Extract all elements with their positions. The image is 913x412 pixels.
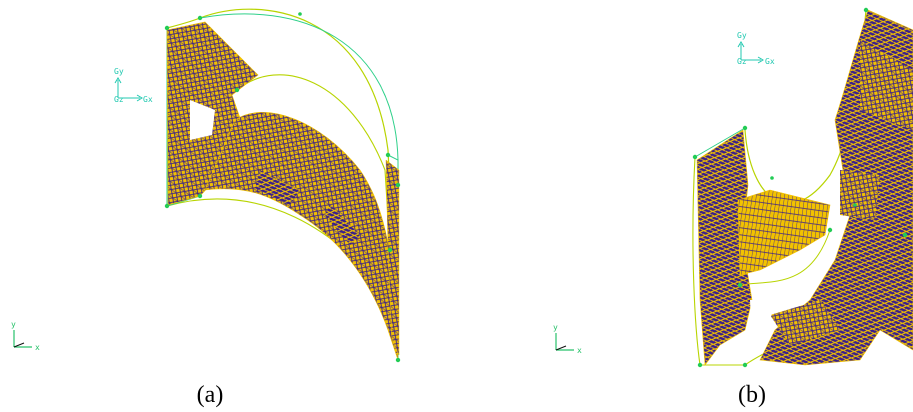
local-axis-y-label: y (11, 320, 16, 329)
axis-z-label: Gz (737, 57, 747, 66)
mesh-region (696, 9, 913, 366)
local-axis-y-label: y (553, 323, 558, 332)
axis-x-label: Gx (143, 95, 153, 104)
mesh-region (166, 21, 400, 361)
panel-a-mesh-view: Gy Gz Gx (11, 8, 401, 408)
local-axis-x-label: x (35, 343, 40, 352)
panel-caption: (a) (197, 382, 224, 408)
axis-y-label: Gy (737, 31, 747, 40)
global-axis-triad: Gy Gz Gx (114, 67, 153, 104)
local-axis-x-label: x (577, 346, 582, 355)
global-axis-triad: Gy Gz Gx (737, 31, 775, 66)
local-axis-triad: y x (553, 323, 582, 355)
axis-y-label: Gy (114, 67, 124, 76)
panel-caption: (b) (738, 382, 766, 408)
axis-x-label: Gx (765, 57, 775, 66)
axis-z-label: Gz (114, 95, 124, 104)
geometry-vertices (692, 7, 908, 368)
geometry-vertices (164, 12, 401, 363)
panel-b-mesh-view: Gy Gz Gx (553, 7, 913, 408)
local-axis-triad: y x (11, 320, 40, 352)
